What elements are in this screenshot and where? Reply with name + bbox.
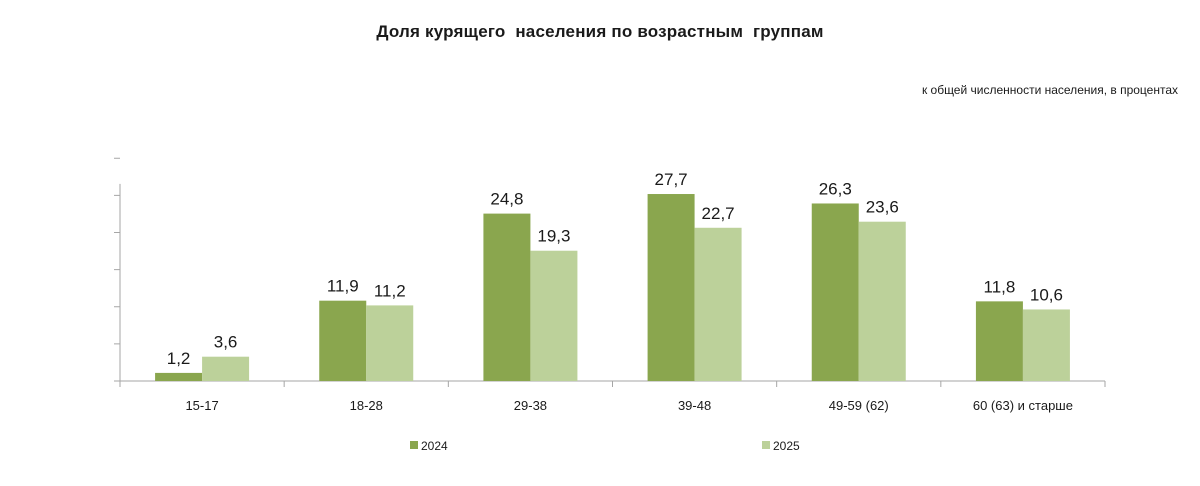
legend-label-2024: 2024 <box>421 439 448 453</box>
data-label-2025-3: 19,3 <box>537 227 570 246</box>
data-label-2024-2: 11,9 <box>327 277 359 296</box>
bar-2024-5 <box>811 203 859 381</box>
bar-2024-4 <box>647 194 695 381</box>
bar-2024-3 <box>483 213 531 381</box>
category-label: 29-38 <box>514 398 547 413</box>
chart-title: Доля курящего населения по возрастным гр… <box>376 22 824 41</box>
bar-2024-2 <box>319 300 367 381</box>
legend-swatch-2025 <box>762 441 770 449</box>
bar-2025-1 <box>202 356 250 381</box>
data-label-2025-6: 10,6 <box>1030 285 1063 304</box>
data-label-2024-3: 24,8 <box>490 190 523 209</box>
data-label-2025-2: 11,2 <box>374 281 406 300</box>
category-label: 49-59 (62) <box>829 398 889 413</box>
category-label: 39-48 <box>678 398 711 413</box>
data-label-2025-5: 23,6 <box>866 198 899 217</box>
bar-2025-3 <box>530 250 578 381</box>
category-label: 18-28 <box>350 398 383 413</box>
category-label: 60 (63) и старше <box>973 398 1073 413</box>
data-label-2025-1: 3,6 <box>214 333 238 352</box>
data-label-2024-5: 26,3 <box>819 179 852 198</box>
bar-2024-6 <box>975 301 1023 381</box>
bar-2025-4 <box>694 227 742 381</box>
chart-subtitle: к общей численности населения, в процент… <box>921 83 1178 97</box>
legend-label-2025: 2025 <box>773 439 800 453</box>
bar-2025-5 <box>858 221 906 381</box>
category-label: 15-17 <box>185 398 218 413</box>
bar-2024-1 <box>155 372 203 381</box>
data-label-2024-6: 11,8 <box>984 277 1016 296</box>
data-label-2024-1: 1,2 <box>167 349 191 368</box>
data-label-2024-4: 27,7 <box>655 170 688 189</box>
data-label-2025-4: 22,7 <box>702 204 735 223</box>
bar-2025-2 <box>366 305 414 381</box>
bar-2025-6 <box>1022 309 1070 381</box>
legend-swatch-2024 <box>410 441 418 449</box>
